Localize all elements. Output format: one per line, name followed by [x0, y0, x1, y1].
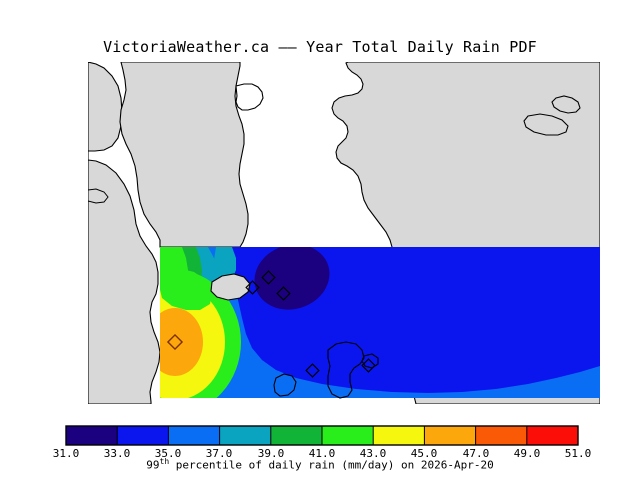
station-marker[interactable] — [261, 270, 276, 285]
colorbar-tick-label-8: 47.0 — [462, 447, 490, 460]
colorbar-caption-rest: percentile of daily rain (mm/day) on 202… — [169, 458, 494, 472]
coastline-inlet — [210, 273, 251, 301]
colorbar-tick-label-4: 39.0 — [257, 447, 285, 460]
station-marker[interactable] — [245, 280, 260, 295]
colorbar-swatches — [66, 426, 578, 445]
colorbar-tick-label-10: 51.0 — [564, 447, 592, 460]
colorbar-swatch-35-37[interactable] — [168, 426, 220, 445]
land-island-ne-2 — [523, 113, 569, 136]
land-islet-left-1 — [88, 188, 109, 204]
contour-field — [160, 247, 600, 398]
coastline-island-mid — [327, 341, 365, 399]
station-markers — [166, 270, 376, 378]
colorbar-tick-label-2: 35.0 — [154, 447, 182, 460]
colorbar-swatch-47-49[interactable] — [475, 426, 527, 445]
colorbar-swatch-49-51[interactable] — [526, 426, 578, 445]
colorbar-swatch-39-41[interactable] — [270, 426, 322, 445]
contour-band-31-33 — [254, 247, 330, 310]
station-marker-max[interactable] — [166, 333, 184, 351]
colorbar-caption: 99th percentile of daily rain (mm/day) o… — [0, 457, 640, 472]
colorbar-swatch-31-33[interactable] — [66, 426, 118, 445]
colorbar-swatch-41-43[interactable] — [322, 426, 374, 445]
colorbar-swatch-43-45[interactable] — [373, 426, 425, 445]
colorbar — [65, 425, 579, 446]
coastline-island-small-1 — [273, 373, 297, 397]
colorbar-tick-label-7: 45.0 — [410, 447, 438, 460]
colorbar-swatch-45-47[interactable] — [424, 426, 476, 445]
land-central — [119, 62, 249, 248]
map-contents — [88, 62, 600, 404]
colorbar-swatch-37-39[interactable] — [219, 426, 271, 445]
station-marker[interactable] — [361, 358, 376, 373]
colorbar-tick-label-6: 43.0 — [359, 447, 387, 460]
contour-lobe-green-upper — [160, 268, 212, 310]
colorbar-caption-prefix: 99 — [146, 458, 160, 472]
station-marker[interactable] — [305, 363, 320, 378]
page-title: VictoriaWeather.ca —— Year Total Daily R… — [103, 38, 537, 56]
colorbar-caption-ordinal: th — [159, 457, 170, 466]
colorbar-tick-label-0: 31.0 — [52, 447, 80, 460]
colorbar-ticks — [116, 426, 528, 445]
land-central-notch — [235, 83, 264, 111]
land-island-ne-1 — [551, 95, 581, 114]
station-marker[interactable] — [276, 286, 291, 301]
colorbar-tick-label-9: 49.0 — [513, 447, 541, 460]
colorbar-tick-label-3: 37.0 — [205, 447, 233, 460]
colorbar-swatch-33-35[interactable] — [117, 426, 169, 445]
colorbar-tick-label-1: 33.0 — [103, 447, 131, 460]
colorbar-tick-label-5: 41.0 — [308, 447, 336, 460]
